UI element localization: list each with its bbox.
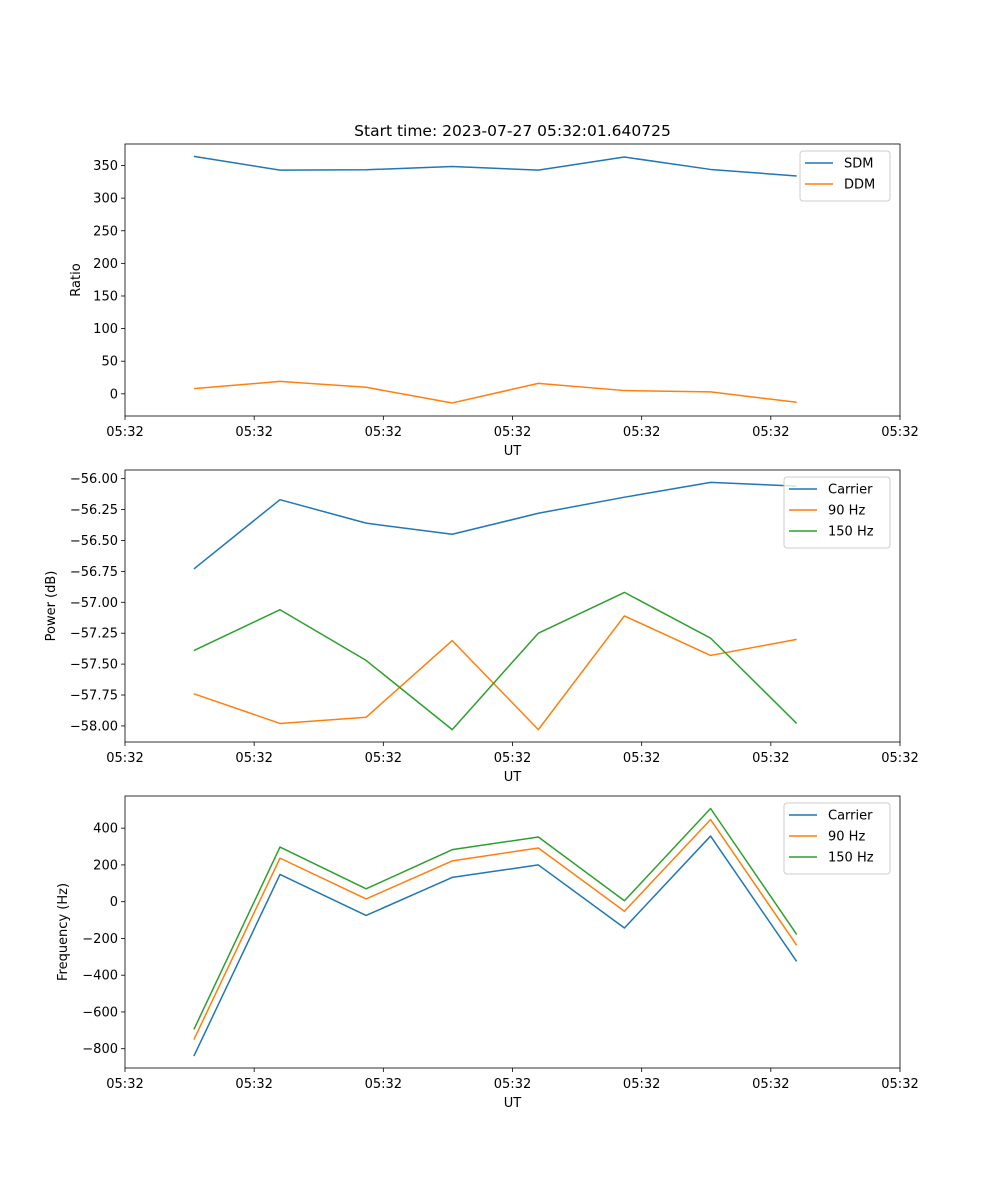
subplot-3: 05:32 05:32 05:32 05:32 05:32 05:32 05:32 −800 −… bbox=[56, 795, 919, 1111]
x-tick-label: 05:32 bbox=[235, 425, 272, 440]
series-line-150-hz bbox=[193, 591, 798, 731]
x-tick-label: 05:32 bbox=[365, 751, 402, 766]
x-tick-label: 05:32 bbox=[106, 751, 143, 766]
y-tick-label: 200 bbox=[93, 257, 118, 272]
y-axis-label: Power (dB) bbox=[44, 571, 59, 642]
x-tick-label: 05:32 bbox=[235, 751, 272, 766]
y-tick-label: 0 bbox=[110, 895, 118, 910]
x-axis-label: UT bbox=[504, 1096, 522, 1111]
legend-label: Carrier bbox=[828, 483, 873, 498]
x-tick-label: 05:32 bbox=[623, 425, 660, 440]
series-line-carrier bbox=[193, 835, 798, 1057]
x-tick-label: 05:32 bbox=[494, 1077, 531, 1092]
y-tick-label: −57.25 bbox=[70, 627, 118, 642]
x-tick-label: 05:32 bbox=[494, 425, 531, 440]
x-axis-label: UT bbox=[504, 444, 522, 459]
y-tick-label: 400 bbox=[93, 822, 118, 837]
x-tick-label: 05:32 bbox=[365, 1077, 402, 1092]
x-tick-label: 05:32 bbox=[752, 1077, 789, 1092]
y-tick-label: −56.25 bbox=[70, 503, 118, 518]
x-tick-label: 05:32 bbox=[881, 1077, 918, 1092]
y-tick-label: 350 bbox=[93, 159, 118, 174]
legend-label: 90 Hz bbox=[828, 504, 865, 519]
y-tick-label: 250 bbox=[93, 224, 118, 239]
x-tick-label: 05:32 bbox=[881, 751, 918, 766]
series-line-90-hz bbox=[193, 818, 798, 1040]
y-tick-label: 150 bbox=[93, 289, 118, 304]
series-line-150-hz bbox=[193, 807, 798, 1030]
legend-label: Carrier bbox=[828, 809, 873, 824]
legend: Carrier 90 Hz 150 Hz bbox=[783, 476, 891, 549]
subplot-1: 05:32 05:32 05:32 05:32 05:32 05:32 05:32 0 50 10… bbox=[69, 143, 919, 459]
legend-label: 90 Hz bbox=[828, 830, 865, 845]
x-tick-label: 05:32 bbox=[106, 1077, 143, 1092]
x-tick-label: 05:32 bbox=[881, 425, 918, 440]
y-tick-label: −400 bbox=[82, 969, 118, 984]
x-tick-label: 05:32 bbox=[752, 425, 789, 440]
legend-label: 150 Hz bbox=[828, 525, 874, 540]
x-tick-label: 05:32 bbox=[235, 1077, 272, 1092]
y-tick-label: −57.75 bbox=[70, 689, 118, 704]
legend-label: DDM bbox=[844, 178, 875, 193]
y-tick-label: −57.50 bbox=[70, 658, 118, 673]
x-tick-label: 05:32 bbox=[494, 751, 531, 766]
y-tick-label: −200 bbox=[82, 932, 118, 947]
y-tick-label: 300 bbox=[93, 192, 118, 207]
y-tick-label: −600 bbox=[82, 1005, 118, 1020]
y-tick-label: −56.75 bbox=[70, 565, 118, 580]
legend: Carrier 90 Hz 150 Hz bbox=[783, 802, 891, 875]
y-axis-label: Frequency (Hz) bbox=[56, 883, 71, 981]
subplot-2: 05:32 05:32 05:32 05:32 05:32 05:32 05:32 −58.0… bbox=[44, 469, 919, 785]
x-tick-label: 05:32 bbox=[623, 751, 660, 766]
chart-title: Start time: 2023-07-27 05:32:01.640725 bbox=[354, 122, 671, 140]
series-line-sdm bbox=[193, 155, 797, 177]
x-tick-label: 05:32 bbox=[106, 425, 143, 440]
series-line-ddm bbox=[193, 380, 797, 404]
y-tick-label: −800 bbox=[82, 1042, 118, 1057]
y-tick-label: 50 bbox=[101, 355, 118, 370]
y-tick-label: 100 bbox=[93, 322, 118, 337]
legend-label: SDM bbox=[844, 157, 873, 172]
legend-label: 150 Hz bbox=[828, 851, 874, 866]
y-tick-label: 200 bbox=[93, 858, 118, 873]
y-tick-label: −56.00 bbox=[70, 472, 118, 487]
x-tick-label: 05:32 bbox=[623, 1077, 660, 1092]
series-line-90-hz bbox=[193, 615, 797, 731]
y-tick-label: 0 bbox=[110, 387, 118, 402]
x-tick-label: 05:32 bbox=[752, 751, 789, 766]
y-tick-label: −57.00 bbox=[70, 596, 118, 611]
legend: SDM DDM bbox=[799, 150, 891, 202]
y-tick-label: −56.50 bbox=[70, 534, 118, 549]
x-tick-label: 05:32 bbox=[365, 425, 402, 440]
x-axis-label: UT bbox=[504, 770, 522, 785]
y-axis-label: Ratio bbox=[69, 263, 84, 296]
y-tick-label: −58.00 bbox=[70, 719, 118, 734]
series-line-carrier bbox=[193, 481, 797, 570]
plots-container: 05:32 05:32 05:32 05:32 05:32 05:32 05:32 0 50 10… bbox=[44, 143, 919, 1111]
